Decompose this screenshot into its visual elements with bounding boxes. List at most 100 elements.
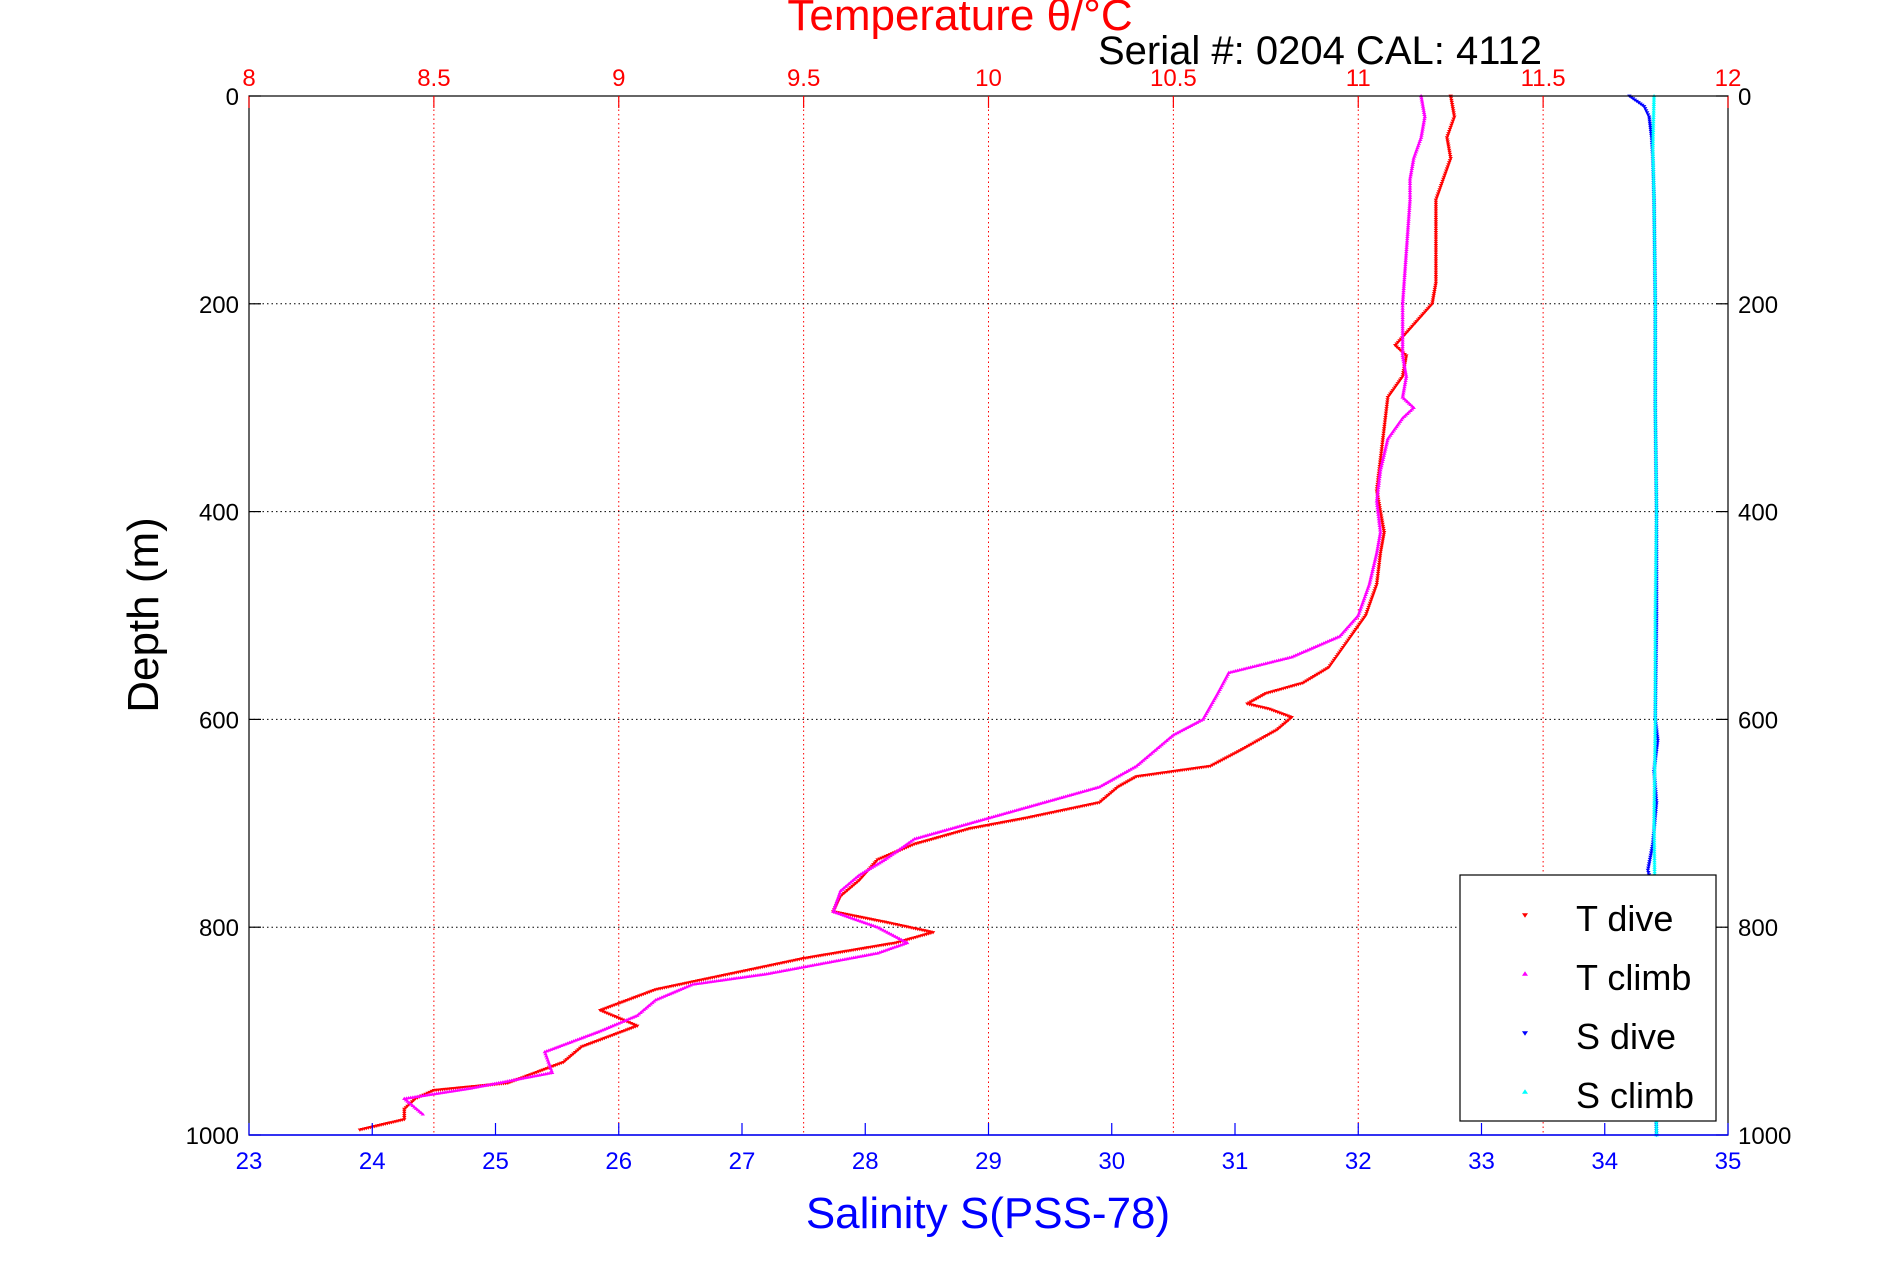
data-point [1410,164,1415,168]
data-point [1402,364,1407,368]
data-point [1385,436,1391,441]
data-point [1261,736,1266,740]
data-point [1653,368,1658,372]
data-point [1377,476,1382,481]
data-point [1652,845,1657,849]
data-point [1651,171,1656,176]
data-point [1653,644,1658,648]
data-point [1243,745,1248,750]
data-point [1433,224,1439,228]
data-point [1390,389,1395,393]
data-point [1653,564,1659,569]
data-point [1383,416,1388,420]
data-point [1407,190,1413,195]
data-point [912,842,917,847]
salinity-tick-label: 34 [1591,1148,1618,1175]
series-t-dive [357,94,1457,1132]
data-point [1377,554,1383,558]
data-point [1653,390,1658,394]
data-point [1448,125,1453,130]
data-point [1652,292,1658,297]
data-point [1433,257,1439,261]
data-point [1652,732,1658,737]
data-point [1364,590,1369,594]
data-point [1651,821,1657,825]
depth-tick-label-left: 600 [199,707,239,734]
data-point [1362,615,1367,620]
data-point [1377,474,1382,479]
data-point [1652,228,1657,233]
data-point [1433,228,1439,233]
data-point [1651,104,1656,109]
data-point [1223,756,1229,760]
data-point [1400,373,1406,377]
data-point [1414,148,1419,152]
data-point [1651,98,1657,102]
data-point [1406,217,1411,221]
data-point [1654,494,1659,498]
data-point [542,1049,547,1054]
data-point [1652,233,1657,237]
data-point [1404,239,1410,243]
data-point [1652,277,1658,281]
data-point [1652,273,1658,277]
data-point [1366,584,1371,588]
data-point [1652,246,1657,250]
data-point [831,907,837,911]
data-point [1653,410,1658,414]
data-point [1376,519,1382,523]
data-point [1410,160,1416,164]
data-point [1380,442,1385,447]
depth-tick-label-right: 800 [1738,915,1778,942]
data-point [1433,207,1439,211]
data-point [1433,198,1439,202]
data-point [1364,588,1370,592]
data-point [1403,258,1408,262]
data-point [1652,253,1657,257]
data-point [1653,405,1658,410]
data-point [1405,228,1411,232]
data-point [1375,510,1381,514]
legend-label: S dive [1576,1016,1676,1057]
data-point [1653,628,1658,633]
data-point [1257,738,1262,742]
data-point [1438,186,1443,190]
legend-label: S climb [1576,1075,1694,1116]
data-point [1322,668,1328,672]
data-point [420,1112,425,1116]
data-point [1403,372,1409,376]
data-point [1653,401,1658,405]
data-point [1433,205,1439,209]
data-point [1653,624,1658,628]
data-point [1653,343,1658,348]
data-point [1376,565,1382,569]
data-point [1376,517,1382,521]
data-point [1374,583,1379,587]
data-point [1654,489,1659,494]
data-point [1650,135,1656,139]
temperature-tick-label: 10.5 [1150,65,1197,92]
data-point [1652,861,1657,865]
data-point [1653,339,1658,343]
data-point [1431,294,1436,298]
data-point [1421,123,1426,127]
data-point [1400,304,1405,308]
data-point [1651,189,1657,193]
data-point [1650,143,1656,148]
x-axis-label: Salinity S(PSS-78) [806,1189,1170,1238]
data-point [1653,567,1659,571]
data-point [1651,180,1656,184]
data-point [1381,526,1386,531]
data-point [1651,115,1656,119]
data-point [1652,761,1657,765]
data-point [1653,556,1659,560]
data-point [1315,672,1320,677]
data-point [1651,124,1656,128]
data-point [1652,257,1657,261]
data-point [1371,591,1376,595]
data-point [1377,523,1382,528]
data-point [1651,176,1656,180]
data-point [1653,312,1658,317]
data-point [1378,465,1384,470]
data-point [1652,211,1657,215]
